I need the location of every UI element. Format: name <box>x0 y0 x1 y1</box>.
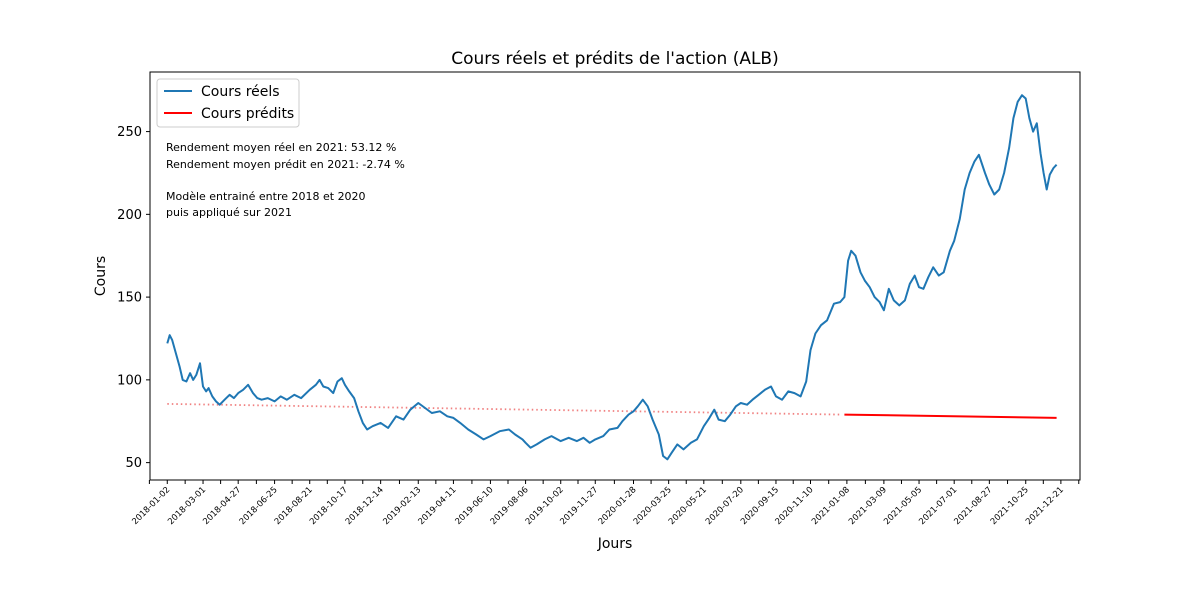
x-axis-label: Jours <box>597 536 633 552</box>
annotation-line: Rendement moyen réel en 2021: 53.12 % <box>166 141 396 154</box>
series-line-predicted <box>844 413 1057 419</box>
x-tick-label: 2020-05-21 <box>667 485 709 527</box>
y-tick-label: 150 <box>117 291 142 306</box>
legend-label-real: Cours réels <box>201 84 280 100</box>
y-axis-label: Cours <box>93 256 109 296</box>
series-line-real <box>166 94 1058 461</box>
x-tick-label: 2019-04-11 <box>417 485 459 527</box>
legend-box <box>156 78 300 128</box>
y-tick-label: 250 <box>117 125 142 140</box>
x-axis: 2018-01-022018-03-012018-04-272018-06-25… <box>130 480 1080 527</box>
stats-annotation: Rendement moyen réel en 2021: 53.12 % Re… <box>166 141 405 219</box>
annotation-line: puis appliqué sur 2021 <box>166 206 292 219</box>
annotation-line: Modèle entrainé entre 2018 et 2020 <box>166 190 366 203</box>
x-tick-label: 2021-01-08 <box>810 485 852 527</box>
chart-title: Cours réels et prédits de l'action (ALB) <box>451 49 778 69</box>
plot-area <box>166 94 1058 461</box>
x-tick-label: 2018-04-27 <box>201 485 243 527</box>
series-line-predicted-train <box>167 403 842 416</box>
y-tick-label: 50 <box>125 456 142 471</box>
y-axis: 50 100 150 200 250 <box>117 125 150 471</box>
legend: Cours réels Cours prédits <box>156 78 300 128</box>
legend-label-predicted: Cours prédits <box>201 106 294 122</box>
annotation-line: Rendement moyen prédit en 2021: -2.74 % <box>166 158 405 171</box>
x-tick-label: 2021-08-27 <box>952 485 994 527</box>
y-tick-label: 100 <box>117 373 142 388</box>
x-tick-label: 2021-12-21 <box>1024 485 1066 527</box>
y-tick-label: 200 <box>117 208 142 223</box>
x-tick-label: 2018-12-14 <box>344 485 386 527</box>
plot-frame <box>149 71 1081 481</box>
